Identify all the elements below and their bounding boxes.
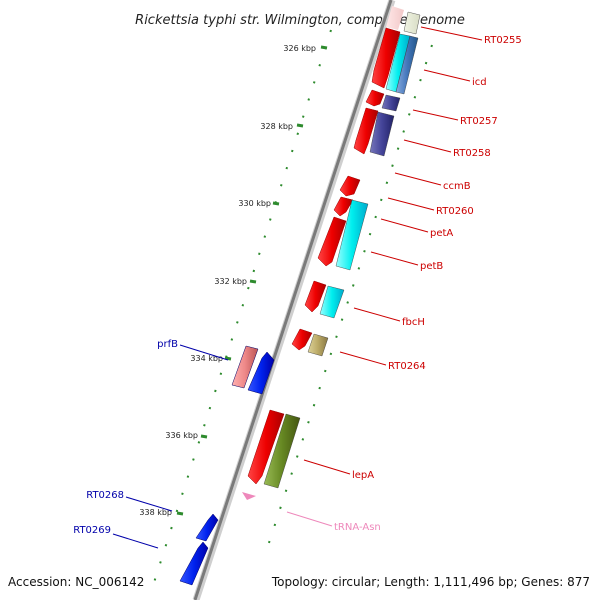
gene-label-ccmB: ccmB (443, 181, 471, 192)
reverse-strand-genes (179, 345, 275, 586)
backbone-line-core (193, 0, 393, 600)
trna-asn-marker[interactable] (242, 492, 256, 500)
gene-arrow-rt0257[interactable] (365, 89, 385, 107)
gene-arrow-rt0264[interactable] (291, 328, 313, 351)
gene-label-prfB: prfB (157, 339, 178, 350)
gene-arrow-rt0268[interactable] (195, 513, 219, 542)
gene-label-rt0257: RT0257 (460, 116, 498, 127)
forward-strand-genes (247, 6, 404, 485)
accession-text: Accession: NC_006142 (8, 575, 144, 589)
gene-label-petA: petA (430, 228, 453, 239)
feature-block-lepA-olive[interactable] (263, 413, 301, 489)
topology-text: Topology: circular; Length: 1,111,496 bp… (271, 575, 590, 589)
feature-block-rt0258-navy[interactable] (369, 111, 395, 157)
tick-label: 338 kbp (139, 508, 172, 517)
gene-label-fbcH: fbcH (402, 317, 425, 328)
gene-label-rt0264: RT0264 (388, 361, 426, 372)
tick-label: 336 kbp (165, 431, 198, 440)
gene-arrow-rt0258[interactable] (353, 107, 379, 155)
gene-block-prfB-rose[interactable] (231, 345, 259, 389)
gene-arrow-petA[interactable] (317, 216, 347, 267)
gene-arrow-icd[interactable] (371, 27, 401, 89)
gene-label-rt0260: RT0260 (436, 206, 474, 217)
leader-lines (112, 26, 483, 549)
outer-track-left (149, 29, 332, 596)
gene-label-lepA: lepA (352, 470, 374, 481)
tick-label: 326 kbp (283, 44, 316, 53)
gene-arrow-prfB[interactable] (247, 351, 275, 395)
tick-label: 334 kbp (190, 354, 223, 363)
tick-label: 330 kbp (238, 199, 271, 208)
tick-label: 332 kbp (214, 277, 247, 286)
feature-block-pale (403, 11, 421, 35)
tick-label: 328 kbp (260, 122, 293, 131)
gene-label-rt0268: RT0268 (86, 490, 124, 501)
gene-label-rt0258: RT0258 (453, 148, 491, 159)
feature-block-petB-cyan[interactable] (335, 199, 369, 271)
gene-label-rt0255: RT0255 (484, 35, 522, 46)
gene-arrow-lepA[interactable] (247, 409, 285, 485)
feature-block-rt0264-khaki[interactable] (307, 333, 329, 357)
feature-block-fbcH-cyan[interactable] (319, 285, 345, 319)
feature-block-navy-small[interactable] (381, 94, 401, 112)
gene-arrow-rt0255[interactable] (386, 6, 404, 30)
feature-blocks (263, 11, 421, 489)
tick-marks (176, 45, 328, 516)
gene-label-trna-asn: tRNA-Asn (334, 522, 381, 533)
gene-arrow-fbcH[interactable] (304, 280, 327, 313)
gene-label-icd: icd (472, 77, 487, 88)
gene-arrow-ccmB[interactable] (339, 175, 361, 197)
gene-arrow-rt0260[interactable] (333, 196, 354, 217)
gene-label-petB: petB (420, 261, 443, 272)
feature-block-icd-steel[interactable] (395, 35, 419, 95)
gene-arrow-rt0269[interactable] (179, 541, 209, 586)
gene-label-rt0269: RT0269 (73, 525, 111, 536)
